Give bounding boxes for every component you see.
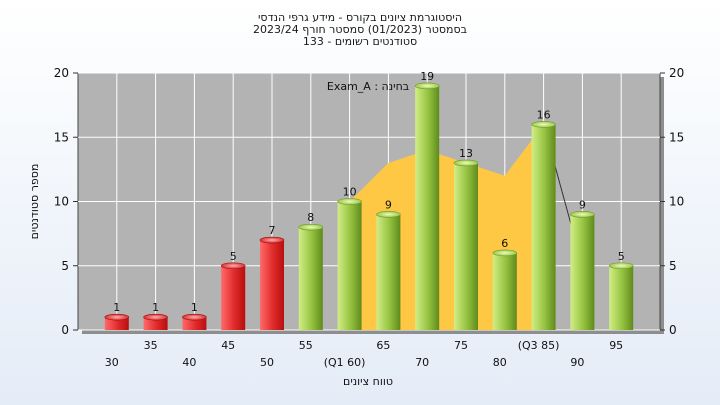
x-category-label: 55 — [299, 339, 313, 352]
chart-title-line: סטודנטים רשומים - 133 — [303, 35, 417, 48]
y-tick-label-left: 5 — [61, 259, 69, 273]
bar — [531, 124, 556, 331]
y-tick-label-left: 10 — [54, 195, 69, 209]
bar-top — [376, 211, 401, 218]
x-category-label: 50 — [260, 356, 274, 369]
bar-value-label: 5 — [230, 250, 237, 263]
bar-value-label: 6 — [501, 237, 508, 250]
bar-top — [453, 159, 479, 167]
bar-top — [220, 262, 246, 270]
bar — [260, 240, 284, 330]
y-tick-label-right: 15 — [669, 130, 684, 144]
x-category-label: 75 — [454, 339, 468, 352]
y-tick-label-right: 0 — [669, 323, 677, 337]
x-category-label: 80 — [493, 356, 507, 369]
bar — [104, 317, 129, 330]
bar-top — [104, 313, 130, 321]
bar — [298, 227, 323, 330]
x-category-label: 90 — [570, 356, 584, 369]
y-tick-label-right: 5 — [669, 259, 677, 273]
bar-top — [414, 82, 440, 90]
bar — [415, 85, 440, 330]
bar-value-label: 13 — [459, 147, 473, 160]
bar-top — [531, 121, 556, 128]
bar — [376, 214, 401, 330]
x-category-label: 65 — [376, 339, 390, 352]
bar-value-label: 1 — [191, 301, 198, 314]
bar — [221, 265, 246, 330]
x-category-label: (Q3 85) — [518, 339, 560, 352]
bar-value-label: 9 — [579, 198, 586, 211]
y-tick-label-left: 20 — [54, 66, 69, 80]
x-category-label: 30 — [105, 356, 119, 369]
bar-top — [298, 223, 324, 231]
bar-value-label: 19 — [420, 70, 434, 83]
bar-value-label: 10 — [343, 186, 357, 199]
exam-annotation: בחינה : Exam_A — [327, 80, 409, 93]
bar-value-label: 9 — [385, 198, 392, 211]
bar-value-label: 1 — [152, 301, 159, 314]
bar — [337, 201, 362, 330]
bar — [492, 252, 517, 330]
bar — [609, 265, 634, 330]
bar — [143, 317, 168, 330]
bar-value-label: 7 — [269, 224, 276, 237]
y-tick-label-left: 0 — [61, 323, 69, 337]
bar-top — [143, 313, 168, 321]
chart-title-line: היסטוגרמת ציונים בקורס - מידע גרפי הנדסי — [258, 11, 462, 24]
y-tick-label-left: 15 — [54, 130, 69, 144]
x-category-label: 95 — [609, 339, 623, 352]
bar-top — [608, 262, 634, 270]
y-tick-label-right: 20 — [669, 66, 684, 80]
bar — [454, 162, 478, 330]
bar-top — [259, 236, 285, 244]
bar-top — [182, 313, 207, 321]
x-category-label: (Q1 60) — [324, 356, 366, 369]
bar-top — [492, 249, 518, 257]
y-axis-title: מספר סטודנטים — [28, 164, 41, 240]
bar-value-label: 1 — [113, 301, 120, 314]
bar-value-label: 16 — [537, 108, 551, 121]
x-category-label: 70 — [415, 356, 429, 369]
x-category-label: 45 — [221, 339, 235, 352]
bar — [570, 214, 595, 330]
bar-top — [337, 198, 362, 205]
x-category-label: 35 — [144, 339, 158, 352]
bar — [182, 317, 207, 330]
bar-value-label: 8 — [307, 211, 314, 224]
x-category-label: 40 — [182, 356, 196, 369]
x-axis-title: טווח ציונים — [343, 375, 393, 388]
bar-top — [570, 211, 595, 218]
chart-title-line: בסמסטר (01/2023) סמסטר חורף 2023/24 — [253, 23, 467, 36]
y-tick-label-right: 10 — [669, 195, 684, 209]
bar-value-label: 5 — [618, 250, 625, 263]
